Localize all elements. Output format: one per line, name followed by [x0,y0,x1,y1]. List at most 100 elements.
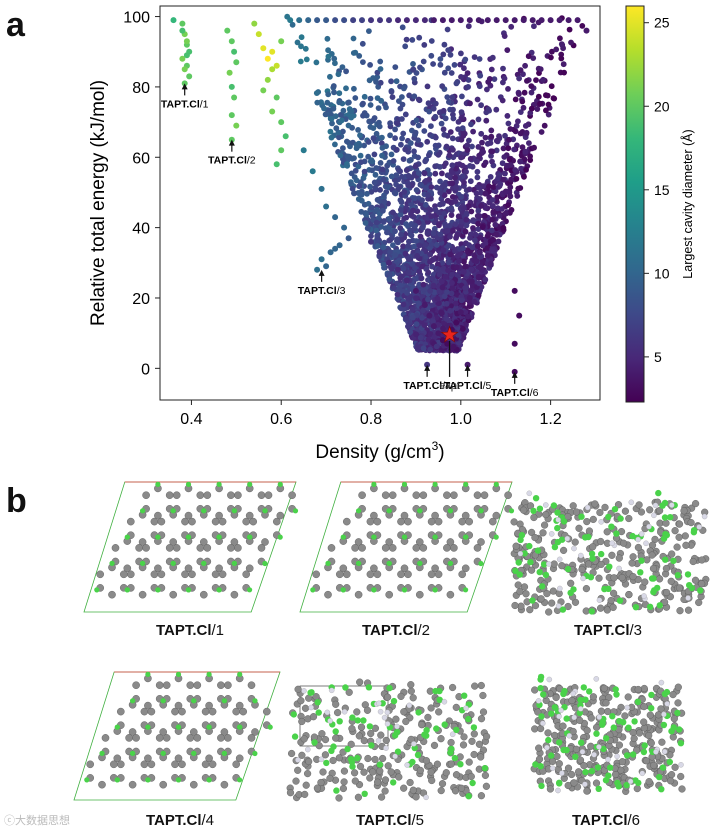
scatter-point [426,152,432,159]
scatter-point [467,155,474,162]
scatter-point [490,184,497,191]
scatter-point [454,253,461,259]
carbon-atom [648,551,656,559]
scatter-point [416,300,422,307]
carbon-atom [663,588,671,597]
scatter-point [368,233,374,240]
chlorine-atom [145,671,151,677]
scatter-point [450,146,456,153]
chlorine-atom [648,705,655,712]
scatter-point [361,93,368,100]
annotation-label: TAPT.Cl/5 [444,380,492,392]
scatter-point [413,117,420,124]
carbon-atom [574,768,583,776]
hydrogen-atom [308,704,314,711]
chlorine-atom [201,560,207,566]
carbon-atom [550,560,558,568]
carbon-atom [348,724,356,733]
carbon-atom [155,681,164,690]
scatter-point [504,47,511,53]
scatter-point [436,300,442,307]
scatter-point [534,106,541,112]
chlorine-atom [550,502,558,509]
structure-caption-6: TAPT.Cl/6 [571,812,641,829]
chlorine-atom [478,508,484,514]
carbon-atom [201,707,210,716]
carbon-atom [542,511,550,519]
scatter-point [325,53,332,60]
scatter-point [305,17,312,24]
carbon-atom [381,787,389,795]
scatter-point [224,27,231,34]
scatter-point [360,175,367,182]
chlorine-atom [145,724,151,730]
carbon-atom [656,507,664,515]
carbon-atom [174,701,183,710]
hydrogen-atom [652,502,659,509]
carbon-atom [343,570,351,579]
chlorine-atom [572,753,579,760]
scatter-point [345,122,352,129]
chlorine-atom [155,534,161,540]
scatter-point [255,31,262,38]
scatter-point [343,68,349,75]
scatter-point [517,158,524,165]
chlorine-atom [521,550,528,557]
scatter-point [553,46,560,53]
scatter-point [376,198,383,205]
chlorine-atom [512,567,519,574]
scatter-point [425,219,431,225]
carbon-atom [477,681,485,690]
carbon-atom [327,544,336,552]
carbon-atom [592,779,601,787]
carbon-atom [181,517,189,526]
scatter-point [476,280,482,286]
scatter-point [382,248,389,255]
carbon-atom [465,517,473,526]
scatter-point [503,162,510,169]
scatter-point [456,258,462,265]
carbon-atom [117,760,125,769]
hydrogen-atom [578,552,584,559]
chlorine-atom [262,560,268,567]
scatter-point [501,33,508,39]
chlorine-atom [328,747,335,754]
chlorine-atom [447,508,453,514]
chlorine-atom [615,783,622,790]
carbon-atom [171,760,179,769]
scatter-point [413,295,419,302]
scatter-point [412,287,419,294]
scatter-point [469,244,476,251]
chlorine-atom [594,764,602,771]
scatter-point [467,163,473,169]
chlorine-atom [347,756,355,763]
scatter-point [374,233,381,239]
carbon-atom [673,543,681,551]
scatter-point [489,54,496,61]
scatter-point [493,106,500,113]
carbon-atom [196,491,205,500]
carbon-atom [615,741,624,749]
scatter-point [407,227,413,234]
carbon-atom [294,685,302,693]
x-tick-label: 1.2 [539,411,561,428]
carbon-atom [585,527,594,535]
scatter-point [440,325,446,332]
chlorine-atom [593,730,600,737]
carbon-atom [193,681,202,690]
scatter-point [418,275,425,282]
scatter-point [400,301,407,308]
carbon-atom [251,728,259,736]
scatter-point [416,268,423,275]
hydrogen-atom [375,737,382,744]
carbon-atom [645,731,653,740]
scatter-point [445,65,452,72]
carbon-atom [470,750,478,759]
hydrogen-atom [558,707,564,714]
structure-3 [510,489,710,616]
scatter-point [314,17,321,24]
scatter-point [400,265,407,272]
carbon-atom [609,603,617,612]
hydrogen-atom [384,721,391,727]
scatter-point [474,213,481,219]
